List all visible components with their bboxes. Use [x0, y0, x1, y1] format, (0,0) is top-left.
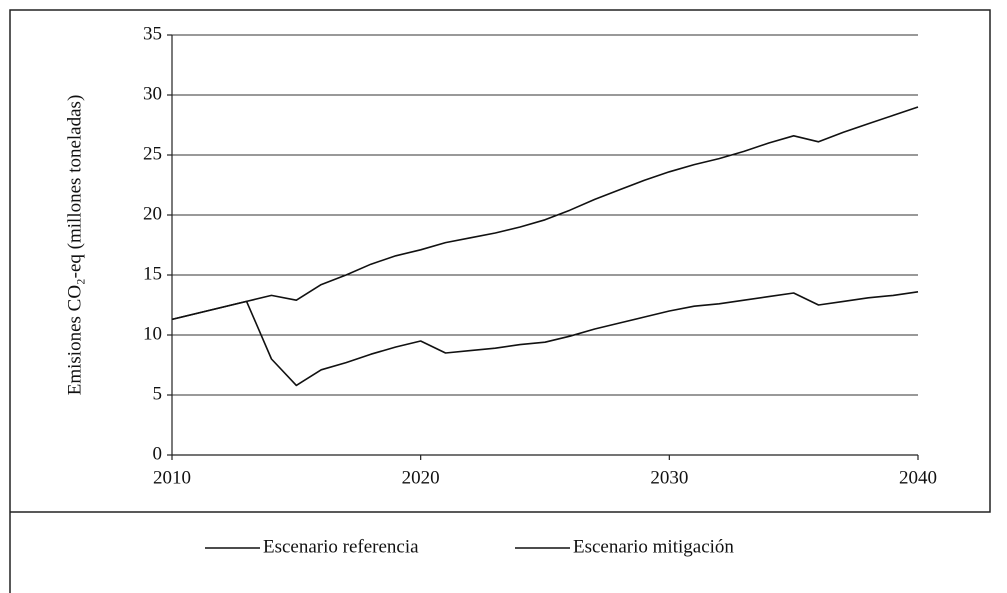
x-tick-label: 2010 — [153, 467, 191, 488]
y-tick-label: 0 — [153, 443, 163, 464]
y-tick-label: 20 — [143, 203, 162, 224]
x-tick-label: 2040 — [899, 467, 937, 488]
series-line — [171, 291, 919, 387]
y-tick-label: 10 — [143, 323, 162, 344]
y-tick-label: 35 — [143, 23, 162, 44]
y-tick-label: 5 — [153, 383, 163, 404]
frame — [9, 9, 991, 593]
series-line — [171, 106, 919, 321]
x-tick-label: 2030 — [650, 467, 688, 488]
y-tick-label: 25 — [143, 143, 162, 164]
legend-label: Escenario referencia — [263, 536, 419, 557]
y-tick-label: 15 — [143, 263, 162, 284]
x-tick-label: 2020 — [402, 467, 440, 488]
legend-label: Escenario mitigación — [573, 536, 734, 557]
y-axis-label: Emisiones CO₂-eq (millones toneladas) — [64, 95, 85, 396]
y-tick-label: 30 — [143, 83, 162, 104]
